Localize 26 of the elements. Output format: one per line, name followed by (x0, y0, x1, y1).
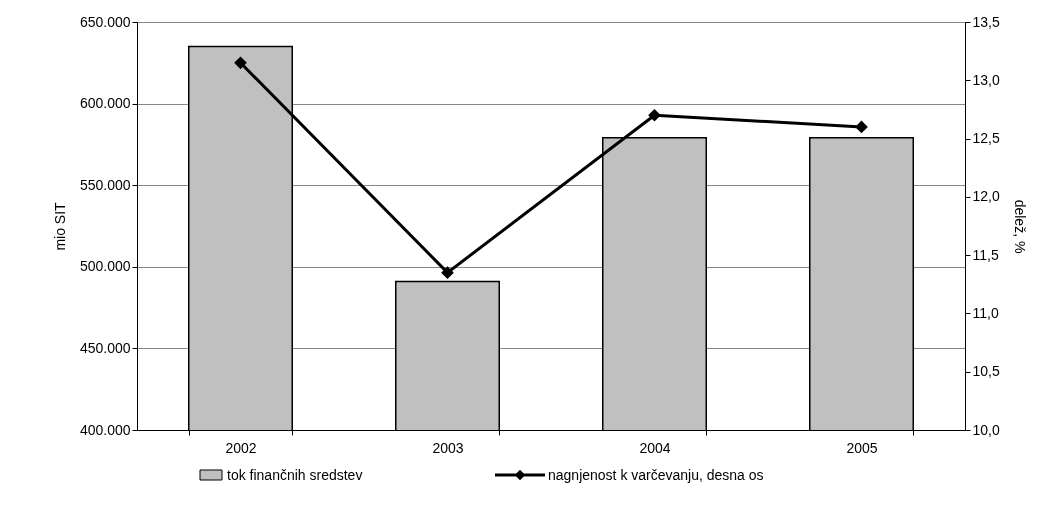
x-tick-label: 2005 (846, 439, 878, 456)
y-tick-label: 450.000 (79, 339, 131, 356)
x-tick-label: 2002 (225, 439, 257, 456)
y-tick-label: 600.000 (79, 95, 131, 112)
y2-tick-label: 12,5 (972, 130, 1000, 147)
x-tick-label: 2004 (639, 439, 671, 456)
point (648, 108, 661, 122)
y2-tick-label: 13,5 (972, 13, 1000, 30)
legend-label: tok finančnih sredstev (227, 467, 363, 483)
y-tick-label: 550.000 (79, 176, 131, 193)
y-axis-title: mio SIT (51, 201, 68, 251)
y2-tick-label: 11,5 (972, 246, 999, 263)
x-tick-label: 2003 (432, 439, 464, 456)
y2-tick-label: 11,0 (972, 304, 999, 321)
y2-axis-title: delež, % (1011, 199, 1028, 254)
point (855, 120, 868, 134)
y-tick-label: 500.000 (79, 258, 131, 275)
y-tick-label: 400.000 (79, 421, 131, 438)
point (441, 266, 454, 279)
y2-tick-label: 12,0 (972, 188, 1000, 205)
y2-tick-label: 10,5 (972, 363, 1000, 380)
y2-tick-label: 13,0 (972, 71, 1000, 88)
y2-tick-label: 10,0 (972, 421, 1000, 438)
y-tick-label: 650.000 (79, 13, 131, 30)
legend-label: nagnjenost k varčevanju, desna os (548, 467, 764, 483)
point (234, 56, 247, 70)
